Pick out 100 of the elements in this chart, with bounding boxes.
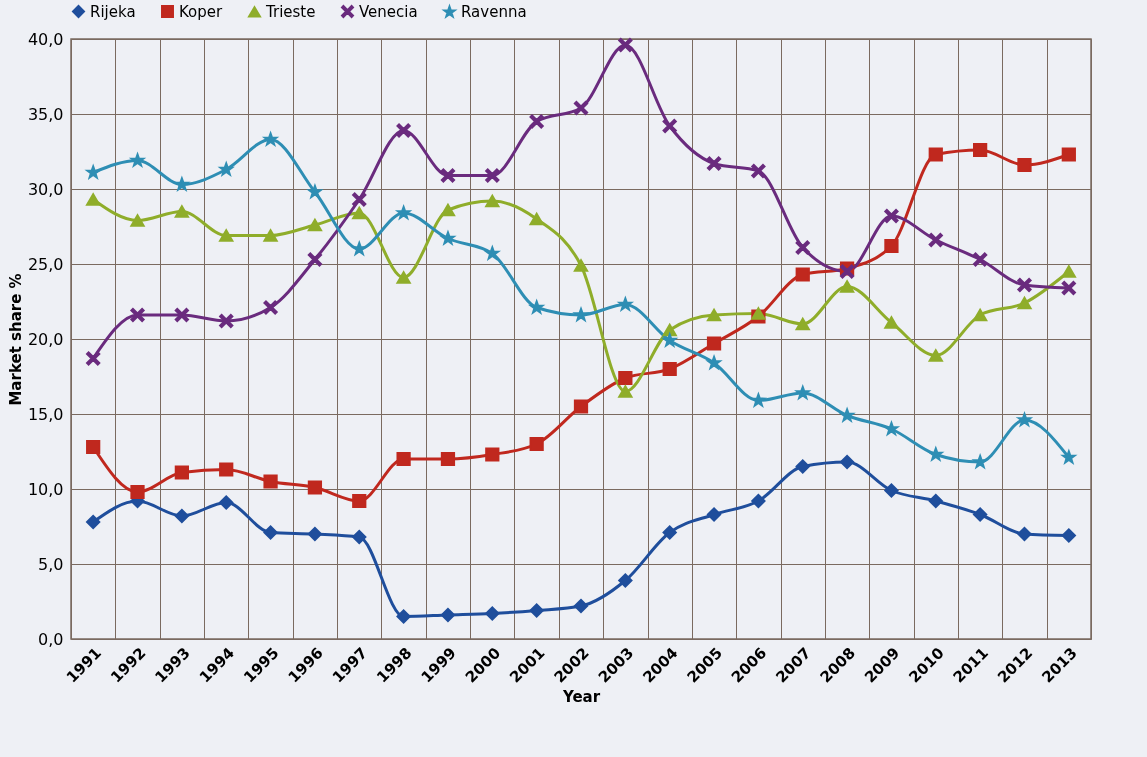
y-tick-label: 10,0 bbox=[27, 479, 64, 499]
point bbox=[263, 474, 278, 489]
point bbox=[308, 184, 322, 198]
y-tick-label: 25,0 bbox=[27, 254, 64, 274]
point bbox=[352, 206, 367, 220]
point bbox=[86, 165, 100, 179]
point bbox=[174, 307, 189, 323]
point bbox=[263, 229, 278, 242]
point bbox=[529, 212, 544, 226]
point bbox=[662, 525, 677, 540]
point bbox=[263, 525, 278, 540]
y-tick-label: 0,0 bbox=[38, 629, 64, 649]
point bbox=[795, 459, 810, 474]
point bbox=[86, 351, 101, 366]
y-tick-label: 35,0 bbox=[27, 104, 64, 124]
point bbox=[1017, 526, 1032, 542]
point bbox=[751, 393, 766, 407]
point bbox=[1061, 280, 1076, 296]
legend-label: Venecia bbox=[359, 2, 418, 21]
point bbox=[618, 370, 633, 386]
point bbox=[839, 280, 855, 293]
point bbox=[529, 114, 544, 129]
point bbox=[130, 153, 145, 167]
point bbox=[174, 205, 189, 218]
point bbox=[174, 465, 189, 480]
point bbox=[352, 493, 367, 509]
point bbox=[574, 307, 588, 321]
legend-label: Koper bbox=[179, 2, 224, 21]
point bbox=[1017, 157, 1032, 173]
point bbox=[441, 231, 455, 245]
point bbox=[707, 355, 721, 369]
point bbox=[396, 123, 411, 138]
point bbox=[795, 267, 810, 282]
point bbox=[706, 336, 722, 351]
point bbox=[1017, 412, 1032, 426]
point bbox=[485, 168, 500, 183]
point bbox=[396, 451, 411, 467]
point bbox=[440, 168, 456, 183]
point bbox=[130, 307, 145, 323]
point bbox=[1061, 265, 1076, 278]
point bbox=[573, 100, 589, 116]
point bbox=[973, 308, 988, 322]
point bbox=[973, 252, 988, 267]
y-tick-label: 15,0 bbox=[27, 404, 64, 424]
point bbox=[1061, 147, 1076, 162]
point bbox=[1062, 450, 1076, 464]
point bbox=[175, 177, 189, 191]
point bbox=[928, 447, 943, 461]
point bbox=[352, 241, 367, 255]
point bbox=[884, 238, 899, 254]
point bbox=[219, 162, 234, 176]
point bbox=[86, 439, 101, 455]
point bbox=[440, 203, 456, 217]
point bbox=[618, 573, 633, 588]
point bbox=[130, 214, 145, 227]
point bbox=[662, 333, 677, 347]
point bbox=[928, 147, 943, 162]
point bbox=[352, 529, 367, 545]
point bbox=[618, 385, 633, 398]
legend-label: Trieste bbox=[265, 2, 316, 21]
point bbox=[973, 142, 988, 158]
legend-label: Ravenna bbox=[461, 3, 527, 22]
point bbox=[174, 508, 189, 524]
point bbox=[307, 526, 323, 542]
point bbox=[219, 229, 234, 242]
point bbox=[573, 259, 589, 272]
y-tick-label: 40,0 bbox=[27, 29, 64, 49]
point bbox=[396, 609, 411, 624]
point bbox=[1061, 528, 1076, 543]
point bbox=[573, 598, 589, 614]
point bbox=[840, 408, 854, 422]
point bbox=[706, 156, 722, 171]
point bbox=[485, 447, 500, 462]
point bbox=[263, 132, 278, 146]
point bbox=[662, 323, 677, 337]
point bbox=[795, 317, 810, 331]
point bbox=[529, 436, 544, 452]
point bbox=[219, 462, 234, 477]
point bbox=[1017, 277, 1032, 293]
y-axis-title: Market share % bbox=[6, 273, 25, 406]
point bbox=[928, 232, 943, 248]
point bbox=[795, 240, 810, 255]
point bbox=[219, 495, 234, 510]
point bbox=[839, 454, 855, 470]
point bbox=[884, 208, 899, 224]
point bbox=[263, 300, 278, 315]
point bbox=[396, 271, 411, 284]
point bbox=[618, 37, 633, 53]
point bbox=[928, 349, 943, 362]
point bbox=[307, 218, 323, 232]
point bbox=[706, 507, 722, 522]
point bbox=[440, 607, 456, 623]
point bbox=[662, 361, 677, 377]
point bbox=[307, 480, 323, 495]
legend-label: Rijeka bbox=[90, 2, 136, 21]
x-axis-title: Year bbox=[561, 687, 601, 706]
point bbox=[928, 493, 943, 509]
point bbox=[751, 493, 766, 509]
point bbox=[485, 194, 500, 208]
point bbox=[130, 484, 145, 500]
